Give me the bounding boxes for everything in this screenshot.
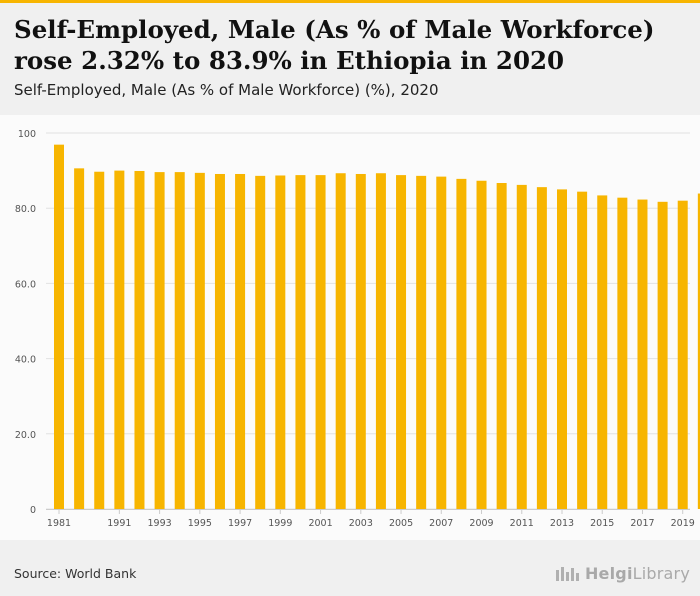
bar [637,199,648,509]
y-tick-label: 20.0 [15,430,36,441]
bar [456,178,467,509]
x-tick-label: 2001 [308,518,332,529]
bar [496,183,507,509]
brand-name-bold: Helgi [584,563,633,583]
bar-chart: 0 20.0 40.0 60.0 80.0 100 1981 1991 1993 1995 1997… [15,129,700,529]
accent-line [0,0,700,3]
bar [154,172,165,509]
bar [114,170,125,509]
bar [677,200,688,509]
bar [94,171,105,509]
bar [396,175,407,509]
brand-name-light: Library [632,563,690,583]
x-tick-label: 2013 [550,518,574,529]
bar [255,175,266,509]
bar [476,180,487,509]
bar [214,173,225,509]
bar [516,184,527,509]
bar [436,176,447,509]
bar [577,191,588,509]
bar [557,189,567,509]
x-tick-label: 1981 [47,518,71,529]
y-tick-label: 100 [18,129,36,140]
chart-header [0,3,700,115]
x-tick-label: 2007 [429,518,453,529]
x-tick-label: 2017 [630,518,654,529]
bar [235,173,246,509]
x-tick-label: 1993 [148,518,172,529]
x-tick-label: 2011 [510,518,534,529]
bar [416,175,427,509]
bar [194,172,205,509]
bar [375,173,386,509]
bar [657,201,668,510]
x-tick-label: 1997 [228,518,252,529]
bar [617,197,628,509]
x-tick-label: 1995 [188,518,212,529]
y-tick-label: 60.0 [15,279,36,290]
footer [0,540,700,596]
x-tick-label: 1991 [107,518,131,529]
x-tick-label: 2015 [590,518,614,529]
bar [355,173,366,509]
bar [74,168,85,509]
bar [275,175,286,509]
bar [295,175,306,509]
chart-subtitle: Self-Employed, Male (As % of Male Workfo… [14,81,439,99]
y-tick-label: 80.0 [15,204,36,215]
x-tick-label: 2003 [349,518,373,529]
y-tick-label: 40.0 [15,355,36,366]
source-label: Source: World Bank [14,566,137,581]
brand-name: HelgiLibrary [585,564,690,583]
bar [597,195,608,509]
bar [54,144,64,509]
helgi-library-logo-icon [555,567,579,581]
x-tick-label: 2019 [671,518,695,529]
x-tick-label: 2009 [469,518,493,529]
x-tick-label: 1999 [268,518,292,529]
bar [697,193,700,509]
bar [134,170,145,509]
x-tick-label: 2005 [389,518,413,529]
bar [315,175,326,509]
bar [335,173,346,509]
brand-logo[interactable]: HelgiLibrary [555,562,690,584]
bar [174,172,185,509]
y-tick-label: 0 [30,505,36,516]
bar [536,187,547,510]
page-title: Self-Employed, Male (As % of Male Workfo… [14,15,655,75]
